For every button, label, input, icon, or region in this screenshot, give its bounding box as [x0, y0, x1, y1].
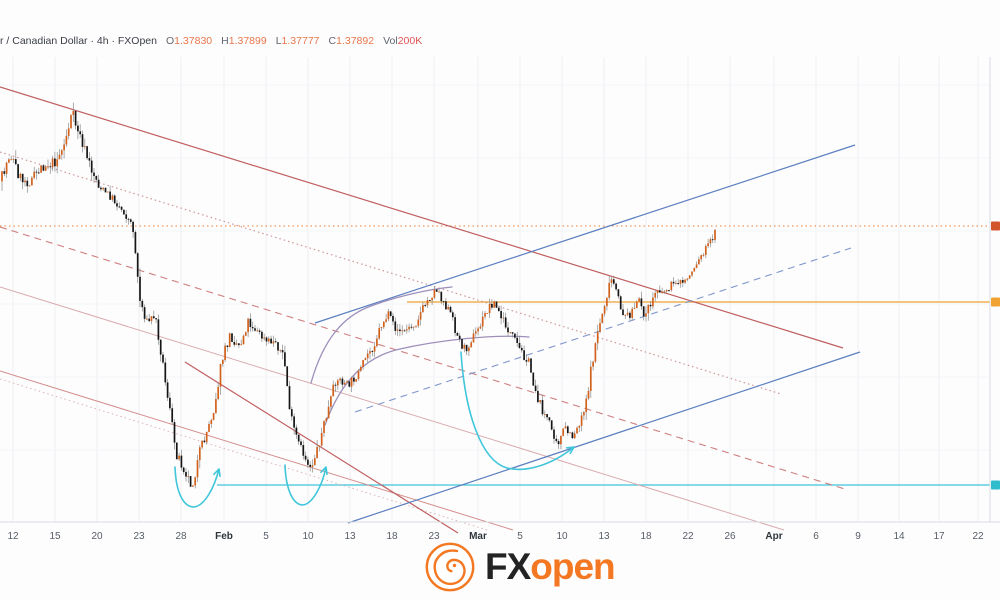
high-readout: H 1.37899	[221, 35, 267, 47]
svg-text:13: 13	[344, 531, 356, 542]
svg-text:26: 26	[724, 531, 736, 542]
svg-text:15: 15	[49, 531, 61, 542]
svg-text:Mar: Mar	[469, 531, 487, 542]
price-scale[interactable]	[990, 57, 1000, 522]
svg-text:20: 20	[91, 531, 103, 542]
svg-text:5: 5	[263, 531, 269, 542]
open-readout: O 1.37830	[166, 35, 213, 47]
svg-text:13: 13	[598, 531, 610, 542]
chart-legend[interactable]: r / Canadian Dollar · 4h · FXOpen O 1.378…	[0, 33, 422, 49]
svg-text:17: 17	[933, 531, 945, 542]
svg-text:23: 23	[133, 531, 145, 542]
svg-text:18: 18	[640, 531, 652, 542]
volume-readout: Vol 200K	[383, 35, 423, 47]
svg-text:9: 9	[855, 531, 861, 542]
svg-text:10: 10	[556, 531, 568, 542]
svg-text:28: 28	[175, 531, 187, 542]
svg-text:22: 22	[682, 531, 694, 542]
symbol-title[interactable]: r / Canadian Dollar · 4h · FXOpen	[0, 35, 157, 47]
fxopen-logo-icon	[425, 542, 475, 592]
low-readout: L 1.37777	[275, 35, 320, 47]
watermark-text: FXopen	[485, 546, 616, 587]
fxopen-watermark: FXopen	[424, 541, 616, 593]
svg-text:Apr: Apr	[765, 531, 782, 542]
svg-text:23: 23	[428, 531, 440, 542]
svg-text:5: 5	[517, 531, 523, 542]
svg-text:22: 22	[972, 531, 984, 542]
svg-text:6: 6	[813, 531, 819, 542]
svg-text:12: 12	[7, 531, 19, 542]
svg-text:Feb: Feb	[215, 531, 233, 542]
svg-text:10: 10	[302, 531, 314, 542]
svg-text:18: 18	[386, 531, 398, 542]
svg-text:14: 14	[893, 531, 905, 542]
close-readout: C 1.37892	[328, 35, 375, 47]
